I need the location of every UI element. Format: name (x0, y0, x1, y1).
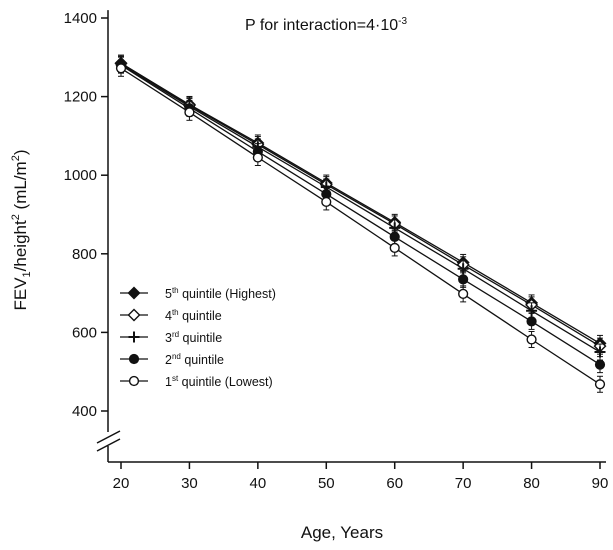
open-circle-marker (128, 375, 140, 387)
legend-label-number: 5 (165, 287, 172, 301)
series-line (120, 62, 601, 347)
legend-label-ordinal: rd (172, 330, 179, 339)
x-tick-label: 50 (318, 475, 335, 492)
legend-label-rest: quintile (Lowest) (178, 375, 273, 389)
plus-marker (128, 331, 140, 343)
legend-label-ordinal: th (172, 308, 179, 317)
axis-break-mark (96, 438, 121, 452)
y-axis-title: FEV1/height2 (mL/m2) (10, 149, 33, 310)
x-tick-label: 90 (592, 475, 609, 492)
legend-label-rest: quintile (179, 331, 222, 345)
series-open-circle (115, 59, 606, 393)
filled-diamond-marker (127, 286, 141, 300)
x-tick-label: 40 (250, 475, 267, 492)
x-tick-label: 80 (523, 475, 540, 492)
x-tick-label: 70 (455, 475, 472, 492)
filled-circle-marker (526, 316, 537, 327)
open-circle-marker (594, 379, 606, 390)
legend-label: 5th quintile (Highest) (165, 286, 276, 301)
p-interaction-annotation: P for interaction=4·10-3 (245, 16, 407, 34)
filled-circle-marker (458, 274, 469, 285)
p-interaction-text: P for interaction=4·10 (245, 17, 398, 34)
series-line (120, 67, 601, 385)
y-title-part2: /height (11, 220, 30, 271)
y-tick-label: 1200 (64, 89, 97, 106)
y-tick-label: 400 (72, 403, 97, 420)
x-tick-label: 30 (181, 475, 198, 492)
legend-label-number: 1 (165, 375, 172, 389)
x-tick-label: 20 (113, 475, 130, 492)
legend-label: 1st quintile (Lowest) (165, 374, 273, 389)
legend-label: 3rd quintile (165, 330, 222, 345)
series-layer (114, 54, 607, 393)
legend-label-ordinal: nd (172, 352, 181, 361)
open-circle-marker (184, 107, 195, 118)
open-circle-marker (458, 288, 469, 299)
open-circle-marker (526, 334, 537, 345)
y-tick-label: 800 (72, 246, 97, 263)
open-circle-marker (321, 196, 332, 208)
open-circle-marker (389, 242, 400, 254)
y-title-part4: ) (11, 149, 30, 155)
y-title-part1: FEV (11, 277, 30, 311)
y-tick-label: 600 (72, 324, 97, 341)
legend-label-rest: quintile (181, 353, 224, 367)
y-title-superscript: 2 (10, 214, 22, 220)
legend-label: 2nd quintile (165, 352, 224, 367)
legend-label-ordinal: st (172, 374, 179, 383)
filled-circle-marker (128, 353, 140, 365)
legend-label-number: 4 (165, 309, 172, 323)
legend-label-rest: quintile (179, 309, 222, 323)
axes: 400 600 800 1000 1200 1400 20 30 40 50 60 70 80 90 (64, 10, 609, 492)
y-tick-label: 1000 (64, 167, 97, 184)
p-interaction-exponent: -3 (398, 16, 407, 27)
open-diamond-marker (127, 308, 141, 322)
legend-label-number: 2 (165, 353, 172, 367)
legend-label-rest: quintile (Highest) (179, 287, 276, 301)
y-title-part3: (mL/m (11, 161, 30, 214)
y-title-superscript-2: 2 (10, 155, 22, 161)
plus-marker (594, 346, 606, 358)
legend-item: 3rd quintile (120, 330, 222, 345)
legend-label-number: 3 (165, 331, 172, 345)
open-circle-marker (252, 152, 263, 163)
x-tick-label: 60 (386, 475, 403, 492)
open-circle-marker (115, 63, 127, 74)
legend-item: 1st quintile (Lowest) (120, 374, 273, 389)
legend-item: 4th quintile (120, 308, 222, 323)
filled-circle-marker (594, 359, 606, 370)
y-title-subscript: 1 (21, 271, 33, 277)
series-line (120, 63, 601, 353)
series-line (120, 62, 601, 344)
legend-item: 2nd quintile (120, 352, 224, 367)
legend-label: 4th quintile (165, 308, 222, 323)
y-tick-label: 1400 (64, 10, 97, 27)
legend-label-ordinal: th (172, 286, 179, 295)
axis-break-mark (96, 430, 121, 444)
x-axis-title: Age, Years (301, 523, 383, 542)
legend-item: 5th quintile (Highest) (120, 286, 276, 301)
series-line (120, 64, 601, 366)
